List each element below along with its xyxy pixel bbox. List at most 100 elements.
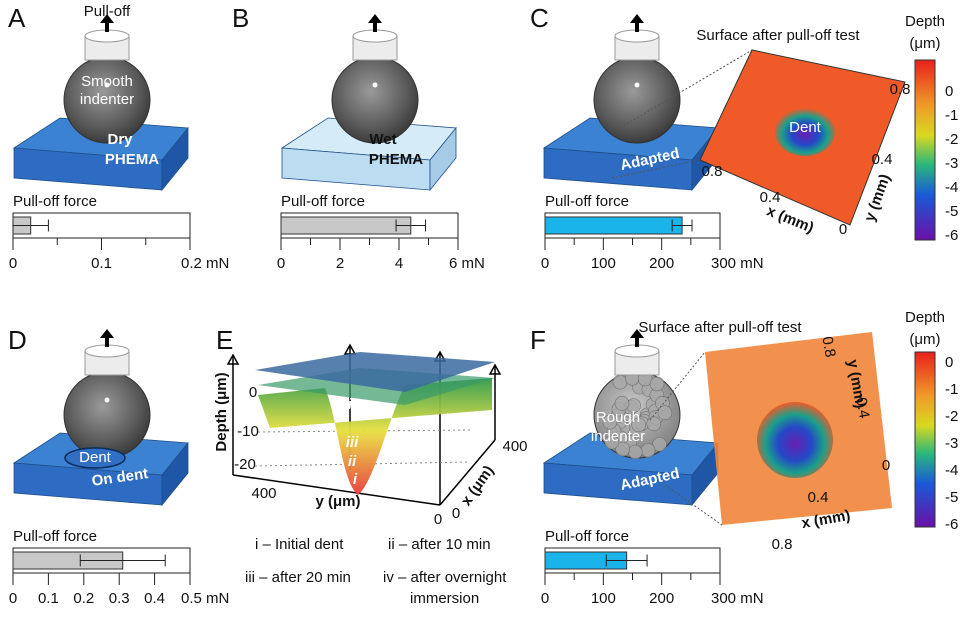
axis-label: y (μm) <box>315 493 360 510</box>
pull-off-label: Pull-off <box>84 3 131 20</box>
bump <box>614 396 630 411</box>
bump <box>615 441 630 457</box>
colorbar-tick: 0 <box>945 83 953 100</box>
indenter-label: indenter <box>80 91 134 108</box>
colorbar-title: (μm) <box>909 331 940 348</box>
axis <box>439 439 496 506</box>
legend-entry: i – Initial dent <box>255 536 344 553</box>
colorbar <box>914 351 936 528</box>
x-tick-label: 0.3 <box>109 590 130 607</box>
colorbar-tick: -2 <box>945 131 958 148</box>
x-tick-label: 0 <box>9 255 17 272</box>
indenter-label: Smooth <box>81 73 133 90</box>
axis-tick: 0.8 <box>818 335 838 358</box>
bump <box>640 443 656 458</box>
guide <box>611 159 701 179</box>
panel-label: C <box>530 3 549 33</box>
grid <box>254 461 471 467</box>
axis-tick: 400 <box>502 438 527 455</box>
axis-label: x (μm) <box>458 462 498 509</box>
arrow-head <box>368 14 382 23</box>
axis-tick: 0.4 <box>852 396 872 419</box>
indenter-sphere <box>593 56 681 144</box>
x-tick-label: 100 <box>591 255 616 272</box>
surface-title: Surface after pull-off test <box>696 27 860 44</box>
x-tick-label: 0.2 mN <box>181 255 229 272</box>
x-tick-label: 100 <box>591 590 616 607</box>
guide <box>649 351 706 421</box>
colorbar-title: Depth <box>905 13 945 30</box>
indenter-setup <box>542 329 719 507</box>
layer-label: iii <box>346 434 359 451</box>
colorbar-tick: -3 <box>945 435 958 452</box>
bump <box>649 376 665 392</box>
axis-tick: 0 <box>434 511 442 528</box>
block-side <box>161 126 189 192</box>
indenter-setup <box>12 329 189 507</box>
panel-label: B <box>232 3 249 33</box>
highlight <box>372 82 378 88</box>
axis-label: x (mm) <box>764 202 816 236</box>
x-tick-label: 0 <box>277 255 285 272</box>
axis-tick: 0 <box>839 221 847 238</box>
axis-label: Depth (μm) <box>213 372 230 451</box>
panel-label: D <box>8 325 27 355</box>
surface-dent <box>757 402 833 478</box>
x-tick-label: 6 mN <box>449 255 485 272</box>
colorbar-title: Depth <box>905 309 945 326</box>
panel-label: A <box>8 3 26 33</box>
axis-tick: 400 <box>251 485 276 502</box>
bar <box>544 216 683 235</box>
indenter-setup <box>12 14 189 192</box>
axis-tick: 0.4 <box>872 151 893 168</box>
axis-tick: -10 <box>237 423 259 440</box>
colorbar-tick: -4 <box>945 179 958 196</box>
x-tick-label: 4 <box>395 255 403 272</box>
x-tick-label: 0.2 <box>73 590 94 607</box>
colorbar-tick: -5 <box>945 489 958 506</box>
x-tick-label: 300 mN <box>711 590 764 607</box>
x-tick-label: 0 <box>9 590 17 607</box>
axis-head <box>488 363 502 375</box>
x-tick-label: 0.5 mN <box>181 590 229 607</box>
colorbar-tick: -6 <box>945 227 958 244</box>
axis-head <box>226 353 240 365</box>
indenter-setup <box>280 14 457 192</box>
highlight <box>634 82 640 88</box>
funnel <box>258 378 492 495</box>
bump <box>627 444 643 460</box>
x-tick-label: 0.1 <box>91 255 112 272</box>
panel-label: F <box>530 325 546 355</box>
depth-profile <box>226 343 502 506</box>
colorbar-tick: -1 <box>945 107 958 124</box>
indenter-sphere <box>63 371 151 459</box>
layer-label: ii <box>348 453 357 470</box>
bump <box>604 434 620 450</box>
colorbar-tick: -1 <box>945 381 958 398</box>
arrow-head <box>100 14 114 23</box>
substrate-label: Dry <box>107 131 133 148</box>
bar <box>280 216 412 235</box>
surface-dent <box>775 108 835 156</box>
bump <box>657 405 673 421</box>
x-tick-label: 0.4 <box>144 590 165 607</box>
panel-label: E <box>216 325 233 355</box>
axis-tick: 0.8 <box>702 163 723 180</box>
colorbar-tick: 0 <box>945 354 953 371</box>
x-tick-label: 0 <box>541 255 549 272</box>
bump <box>631 417 646 433</box>
bump <box>652 437 667 452</box>
colorbar-title: (μm) <box>909 35 940 52</box>
surface-title: Surface after pull-off test <box>638 319 802 336</box>
arrow-head <box>100 329 114 338</box>
chart-title: Pull-off force <box>13 193 97 210</box>
guide <box>619 49 753 129</box>
substrate-label: Wet <box>369 131 396 148</box>
layer-label: iv <box>348 396 362 413</box>
colorbar-tick: -5 <box>945 203 958 220</box>
colorbar-tick: -6 <box>945 516 958 533</box>
block-side <box>161 441 189 507</box>
axis-tick: 0.4 <box>808 489 829 506</box>
axis-tick: 0.8 <box>890 81 911 98</box>
